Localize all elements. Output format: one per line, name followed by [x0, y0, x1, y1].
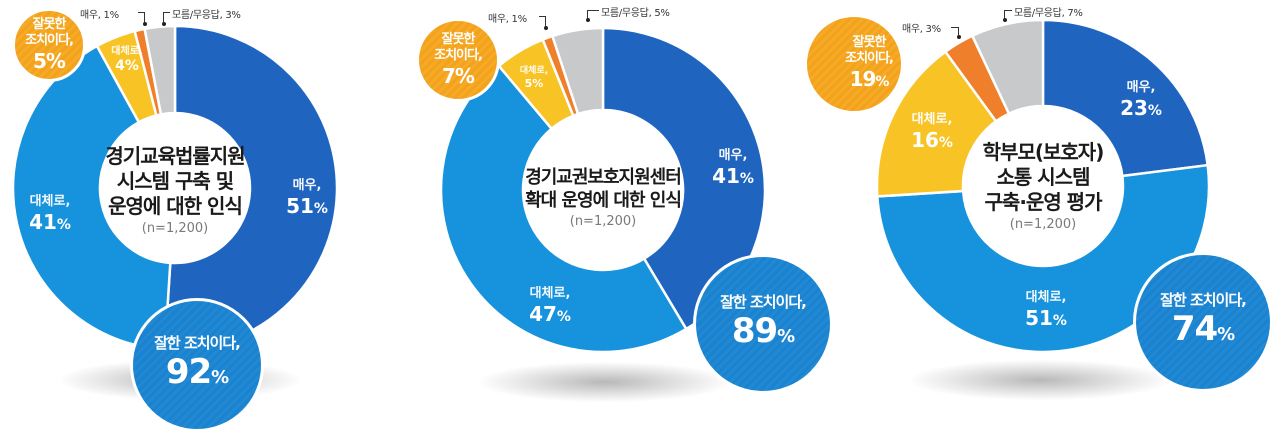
leader-line	[587, 10, 599, 11]
leader-dot	[586, 18, 590, 22]
drop-shadow	[480, 362, 730, 402]
positive-total-bubble: 잘한 조치이다, 92%	[130, 298, 264, 432]
positive-total-bubble: 잘한 조치이다, 89%	[693, 254, 833, 394]
leader-dot	[957, 35, 961, 39]
chart-panel-2: 매우, 1% 모름/무응답, 5% 대체로, 5% 매우, 41% 대체로, 4…	[416, 0, 850, 440]
sample-size: (n=1,200)	[569, 214, 637, 229]
leader-line	[1004, 10, 1005, 18]
donut-hole	[963, 106, 1123, 266]
label-unknown: 모름/무응답, 7%	[1014, 8, 1083, 19]
leader-line	[163, 12, 164, 22]
leader-dot	[162, 22, 166, 26]
chart-title: 경기교권보호지원센터 확대 운영에 대한 인식 (n=1,200)	[508, 166, 698, 229]
label-unknown: 모름/무응답, 5%	[601, 8, 670, 19]
leader-line	[539, 16, 546, 17]
leader-line	[951, 27, 959, 28]
chart-panel-3: 매우, 3% 모름/무응답, 7% 대체로, 16% 매우, 23% 대체로, …	[804, 0, 1280, 440]
label-unknown: 모름/무응답, 3%	[172, 10, 241, 21]
label-very-positive: 매우, 23%	[1120, 80, 1162, 120]
donut-chart-2	[439, 26, 767, 354]
leader-line	[163, 12, 170, 13]
leader-line	[1004, 10, 1012, 11]
chart-title: 경기교육법률지원 시스템 구축 및 운영에 대한 인식 (n=1,200)	[95, 144, 255, 236]
negative-total-bubble: 잘못한 조치이다, 5%	[12, 8, 86, 82]
leader-line	[138, 12, 145, 13]
leader-dot	[143, 22, 147, 26]
label-somewhat-negative: 대체로, 4%	[111, 46, 143, 74]
label-somewhat-positive: 대체로, 47%	[529, 286, 571, 326]
leader-line	[958, 27, 959, 35]
label-very-negative: 매우, 1%	[80, 10, 119, 21]
drop-shadow	[910, 360, 1170, 400]
label-somewhat-positive: 대체로, 51%	[1025, 290, 1067, 330]
negative-total-bubble: 잘못한 조치이다, 19%	[804, 14, 904, 114]
label-somewhat-negative: 대체로, 5%	[519, 66, 549, 90]
chart-panel-1: 매우, 1% 모름/무응답, 3% 대체로, 4% 매우, 51% 대체로, 4…	[0, 0, 420, 440]
label-very-positive: 매우, 41%	[712, 148, 754, 188]
positive-total-bubble: 잘한 조치이다, 74%	[1133, 252, 1273, 392]
sample-size: (n=1,200)	[141, 221, 209, 236]
label-somewhat-positive: 대체로, 41%	[29, 194, 71, 234]
label-very-negative: 매우, 3%	[902, 24, 941, 35]
sample-size: (n=1,200)	[1009, 217, 1077, 232]
donut-hole	[100, 113, 250, 263]
label-somewhat-negative: 대체로, 16%	[911, 112, 953, 152]
leader-line	[587, 10, 588, 18]
leader-dot	[544, 26, 548, 30]
negative-total-bubble: 잘못한 조치이다, 7%	[416, 18, 500, 102]
leader-dot	[1003, 18, 1007, 22]
label-very-positive: 매우, 51%	[286, 178, 328, 218]
chart-title: 학부모(보호자) 소통 시스템 구축·운영 평가 (n=1,200)	[968, 140, 1118, 232]
donut-hole	[523, 110, 683, 270]
leader-line	[144, 12, 145, 22]
label-very-negative: 매우, 1%	[488, 14, 527, 25]
leader-line	[545, 16, 546, 26]
